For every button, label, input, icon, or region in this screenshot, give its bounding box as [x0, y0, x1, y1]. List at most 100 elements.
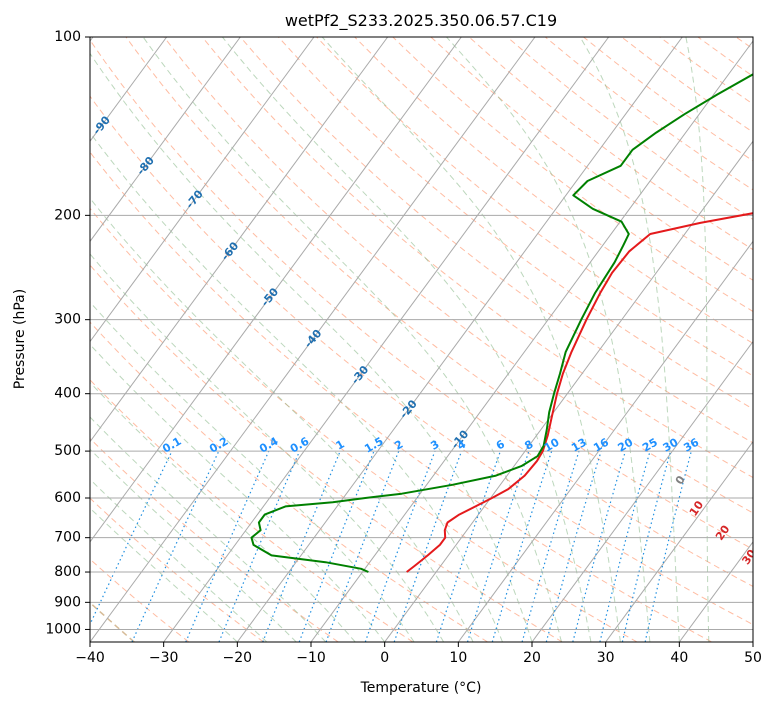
- moist-adiabat-line: [90, 448, 297, 642]
- dry-adiabat-line: [239, 37, 753, 444]
- y-tick-label: 1000: [45, 621, 81, 637]
- moist-adiabat-label: 20: [713, 523, 733, 543]
- moist-adiabat-line: [685, 37, 710, 642]
- x-tick-label: 40: [670, 650, 688, 666]
- y-tick-label: 300: [54, 312, 81, 328]
- dry-adiabat-line: [90, 39, 753, 588]
- isotherm-label: -90: [90, 113, 113, 137]
- dry-adiabat-line: [90, 437, 339, 642]
- temperature-profile: [406, 212, 753, 573]
- moist-adiabat-label: 10: [687, 498, 707, 518]
- y-tick-label: 700: [54, 530, 81, 546]
- y-tick-label: 600: [54, 490, 81, 506]
- y-tick-label: 900: [54, 594, 81, 610]
- mixing-ratio-line: [599, 450, 651, 642]
- mixing-ratio-label: 36: [681, 435, 701, 454]
- mixing-ratio-label: 0.4: [257, 434, 281, 455]
- x-tick-label: 20: [523, 650, 541, 666]
- isotherm-label: -60: [219, 239, 242, 263]
- moist-adiabat-line: [90, 416, 327, 642]
- isotherm-line: [90, 37, 168, 143]
- mixing-ratio-line: [466, 450, 530, 642]
- dry-adiabat-line: [90, 264, 563, 642]
- dry-adiabat-line: [163, 37, 753, 514]
- y-tick-label: 200: [54, 207, 81, 223]
- isotherm-line: [678, 541, 753, 642]
- mixing-ratio-line: [393, 450, 463, 642]
- x-tick-label: −10: [296, 650, 326, 666]
- moist-adiabat-line: [90, 52, 533, 642]
- isotherm-label: -70: [183, 187, 206, 211]
- mixing-ratio-line: [325, 450, 400, 642]
- y-tick-label: 400: [54, 386, 81, 402]
- y-tick-label: 800: [54, 564, 81, 580]
- moist-adiabat-line: [90, 343, 386, 642]
- isotherm-line: [90, 37, 241, 243]
- x-tick-label: 0: [380, 650, 389, 666]
- moist-adiabat-label: 0: [673, 473, 688, 487]
- y-tick-label: 100: [54, 29, 81, 45]
- mixing-ratio-line: [131, 450, 220, 642]
- moist-adiabat-line: [321, 37, 621, 642]
- dry-adiabat-line: [90, 321, 488, 642]
- mixing-ratio-label: 13: [569, 436, 589, 455]
- moist-adiabat-line: [90, 301, 415, 642]
- dewpoint-profile: [250, 73, 753, 573]
- isotherm-line: [163, 37, 610, 642]
- dry-adiabat-line: [90, 497, 264, 642]
- dry-adiabat-line: [90, 151, 712, 642]
- mixing-ratio-label: 6: [494, 437, 507, 452]
- isotherm-line: [457, 240, 753, 642]
- mixing-ratio-label: 0.6: [288, 434, 312, 455]
- isotherm-line: [90, 37, 389, 443]
- x-tick-label: 30: [597, 650, 615, 666]
- moist-adiabat-label: 30: [739, 547, 759, 567]
- mixing-ratio-label: 20: [615, 435, 635, 454]
- x-axis-label: Temperature (°C): [360, 680, 482, 696]
- moist-adiabat-line: [90, 507, 238, 642]
- isotherm-line: [531, 340, 753, 642]
- moist-adiabat-label: 40: [761, 577, 775, 597]
- plot-frame: [89, 36, 754, 643]
- mixing-ratio-line: [572, 450, 626, 642]
- x-axis-ticks: −40 −30 −20 −10 0 10 20 30 40 50: [75, 642, 762, 666]
- moist-adiabat-line: [90, 197, 474, 642]
- dry-adiabat-line: [544, 37, 753, 191]
- moist-adiabat-line: [222, 37, 592, 642]
- moist-adiabat-line: [90, 131, 503, 642]
- moist-adiabat-line: [90, 253, 445, 642]
- y-axis-ticks: 1000 900 800 700 600 500 400 300 200 100: [45, 29, 90, 637]
- mixing-ratio-label: 0.1: [160, 435, 183, 456]
- dry-adiabat-line: [316, 37, 753, 377]
- isotherm-line: [236, 37, 683, 642]
- moist-adiabat-line: [446, 37, 651, 642]
- mixing-ratio-line: [521, 450, 580, 642]
- dry-adiabat-line: [125, 37, 753, 550]
- mixing-ratio-label: 1: [334, 438, 347, 453]
- dry-adiabat-line: [468, 37, 753, 251]
- x-tick-label: −20: [223, 650, 253, 666]
- moist-adiabat-line: [90, 478, 268, 642]
- mixing-ratio-line: [218, 450, 301, 642]
- isotherm-line: [752, 641, 753, 642]
- dry-adiabat-line: [392, 37, 753, 313]
- moist-adiabat-line: [579, 37, 680, 642]
- isotherm-line: [90, 37, 536, 642]
- mixing-ratio-label: 30: [661, 435, 681, 454]
- dry-adiabat-line: [90, 207, 638, 642]
- dry-adiabat-line: [90, 95, 753, 626]
- dry-adiabat-line: [354, 37, 753, 344]
- isotherm-line: [605, 440, 753, 642]
- mixing-ratio-label: 3: [428, 438, 441, 453]
- mixing-ratio-line: [298, 450, 375, 642]
- chart-title: wetPf2_S233.2025.350.06.57.C19: [285, 11, 557, 31]
- isotherm-label: -40: [302, 327, 325, 351]
- mixing-ratio-line: [491, 450, 553, 642]
- mixing-ratio-line: [364, 450, 436, 642]
- dry-adiabat-line: [278, 37, 753, 410]
- isotherm-line: [90, 37, 462, 543]
- plot-background-layer: [90, 37, 753, 642]
- isotherm-line: [310, 40, 753, 642]
- isotherm-label: -100: [49, 62, 77, 92]
